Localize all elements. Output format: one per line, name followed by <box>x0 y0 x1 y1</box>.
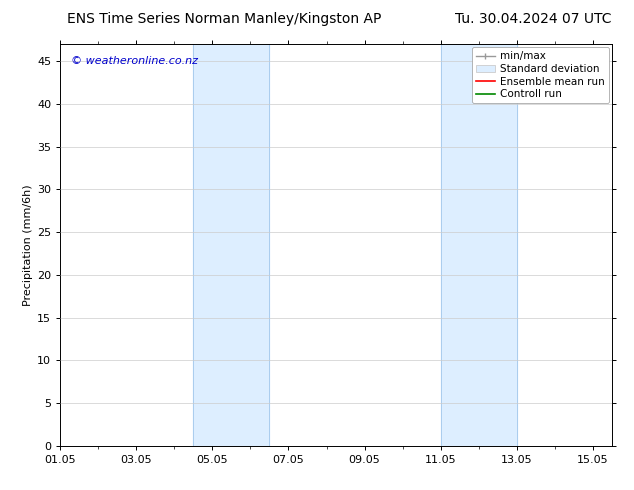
Text: Tu. 30.04.2024 07 UTC: Tu. 30.04.2024 07 UTC <box>455 12 612 26</box>
Legend: min/max, Standard deviation, Ensemble mean run, Controll run: min/max, Standard deviation, Ensemble me… <box>472 47 609 103</box>
Text: © weatheronline.co.nz: © weatheronline.co.nz <box>71 56 198 66</box>
Y-axis label: Precipitation (mm/6h): Precipitation (mm/6h) <box>23 184 33 306</box>
Bar <box>193 44 269 446</box>
Text: ENS Time Series Norman Manley/Kingston AP: ENS Time Series Norman Manley/Kingston A… <box>67 12 381 26</box>
Bar <box>441 44 517 446</box>
